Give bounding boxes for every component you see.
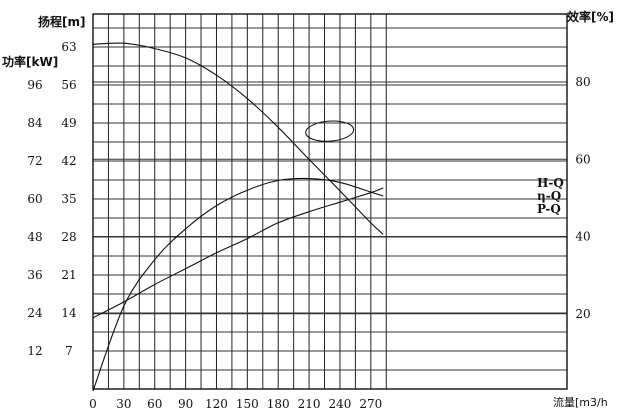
series-label-η-q: η-Q [537, 189, 561, 203]
y-axis-label-head: 扬程[m] [38, 14, 85, 29]
series-line-p-q [92, 187, 384, 319]
x-tick-label: 30 [116, 397, 131, 411]
y-tick-label-head: 14 [61, 306, 77, 320]
series-label-p-q: P-Q [537, 202, 561, 216]
x-tick-label: 240 [329, 397, 352, 411]
x-tick-label: 180 [267, 397, 290, 411]
y-tick-label-efficiency: 60 [575, 152, 590, 166]
x-tick-label: 120 [205, 397, 228, 411]
x-tick-label: 210 [298, 397, 321, 411]
y-tick-label-head: 63 [61, 40, 76, 54]
y-tick-label-power: 84 [27, 116, 43, 130]
x-axis-label: 流量[m3/h [553, 395, 608, 409]
x-tick-label: 270 [359, 397, 382, 411]
y-tick-label-efficiency: 20 [575, 307, 590, 321]
x-tick-label: 90 [178, 397, 193, 411]
grid [93, 14, 567, 389]
y-tick-label-power: 96 [27, 78, 42, 92]
y-axis-label-efficiency: 效率[%] [567, 9, 614, 24]
y-tick-label-power: 24 [27, 306, 43, 320]
y-axis-label-power: 功率[kW] [2, 54, 58, 69]
y-tick-label-efficiency: 40 [575, 230, 590, 244]
x-tick-label: 0 [89, 397, 97, 411]
y-tick-label-power: 72 [27, 154, 42, 168]
y-tick-label-power: 60 [27, 192, 42, 206]
y-tick-label-head: 7 [65, 344, 73, 358]
series-label-h-q: H-Q [537, 176, 564, 190]
y-tick-label-head: 49 [61, 116, 76, 130]
annotation-layer [305, 120, 355, 142]
axis-labels: H-Qη-QP-Q 扬程[m] 功率[kW] 效率[%] 流量[m3/h [2, 9, 614, 409]
y-tick-label-head: 28 [61, 230, 76, 244]
tick-labels: 0 30 60 90 120 150 180 210 240 270 7 14 21 28 35 42 49 56… [27, 40, 590, 411]
y-tick-label-power: 48 [27, 230, 42, 244]
y-tick-label-power: 12 [27, 344, 42, 358]
y-tick-label-power: 36 [27, 268, 42, 282]
y-tick-label-efficiency: 80 [575, 75, 590, 89]
plot-frame [92, 13, 568, 390]
x-tick-label: 150 [236, 397, 259, 411]
y-tick-label-head: 56 [61, 78, 76, 92]
x-tick-label: 60 [147, 397, 162, 411]
curves [92, 42, 384, 392]
y-tick-label-head: 42 [61, 154, 76, 168]
series-line-η-q [92, 177, 384, 392]
y-tick-label-head: 21 [61, 268, 76, 282]
y-tick-label-head: 35 [61, 192, 76, 206]
series-line-h-q [92, 42, 384, 235]
annotation-ellipse [305, 120, 355, 142]
